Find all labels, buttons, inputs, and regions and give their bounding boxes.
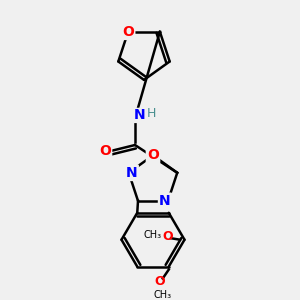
Text: H: H	[147, 107, 156, 120]
Text: CH₃: CH₃	[144, 230, 162, 240]
Text: O: O	[122, 25, 134, 39]
Text: O: O	[147, 148, 159, 162]
Text: N: N	[134, 108, 145, 122]
Text: CH₃: CH₃	[154, 290, 172, 300]
Text: N: N	[126, 166, 138, 180]
Text: O: O	[99, 144, 111, 158]
Text: O: O	[154, 275, 165, 288]
Text: O: O	[163, 230, 173, 243]
Text: N: N	[159, 194, 171, 208]
